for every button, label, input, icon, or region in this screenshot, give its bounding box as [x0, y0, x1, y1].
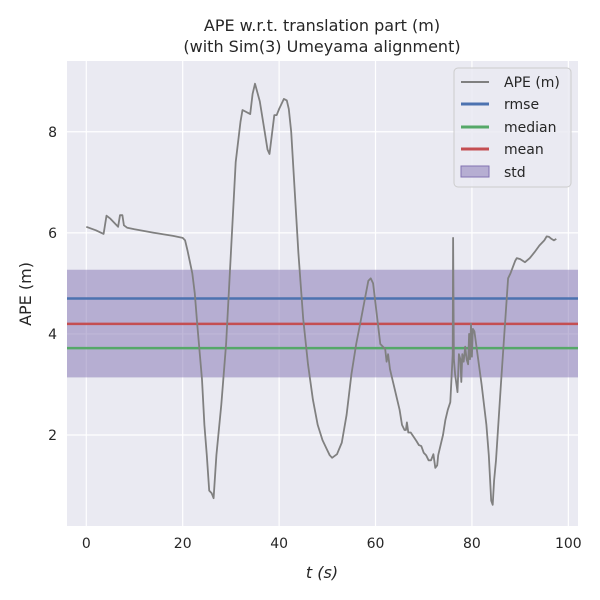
x-tick-label: 80 [463, 536, 481, 552]
tick-labels: 0 20 40 60 80 100 2 4 6 8 [48, 125, 582, 552]
series-layer [85, 82, 557, 506]
stat-bands [67, 269, 578, 378]
y-axis-label: APE (m) [16, 262, 35, 326]
x-tick-label: 40 [270, 536, 288, 552]
y-tick-label: 8 [48, 125, 57, 141]
y-tick-label: 4 [48, 327, 57, 343]
legend-label-std: std [504, 165, 526, 181]
y-tick-label: 6 [48, 226, 57, 242]
x-axis-label: t (s) [306, 563, 338, 582]
legend-label-ape: APE (m) [504, 75, 560, 91]
x-tick-label: 20 [174, 536, 192, 552]
legend-label-rmse: rmse [504, 97, 539, 113]
x-tick-label: 60 [367, 536, 385, 552]
legend-label-mean: mean [504, 142, 544, 158]
legend: APE (m) rmse median mean std [453, 67, 572, 188]
ape-series-line [85, 82, 557, 506]
legend-box [453, 67, 572, 188]
y-tick-label: 2 [48, 428, 57, 444]
x-tick-label: 100 [555, 536, 582, 552]
legend-swatch-std [460, 165, 490, 178]
x-tick-label: 0 [82, 536, 91, 552]
legend-label-median: median [504, 120, 556, 136]
chart-subtitle: (with Sim(3) Umeyama alignment) [183, 37, 460, 56]
chart-title: APE w.r.t. translation part (m) [204, 16, 440, 35]
